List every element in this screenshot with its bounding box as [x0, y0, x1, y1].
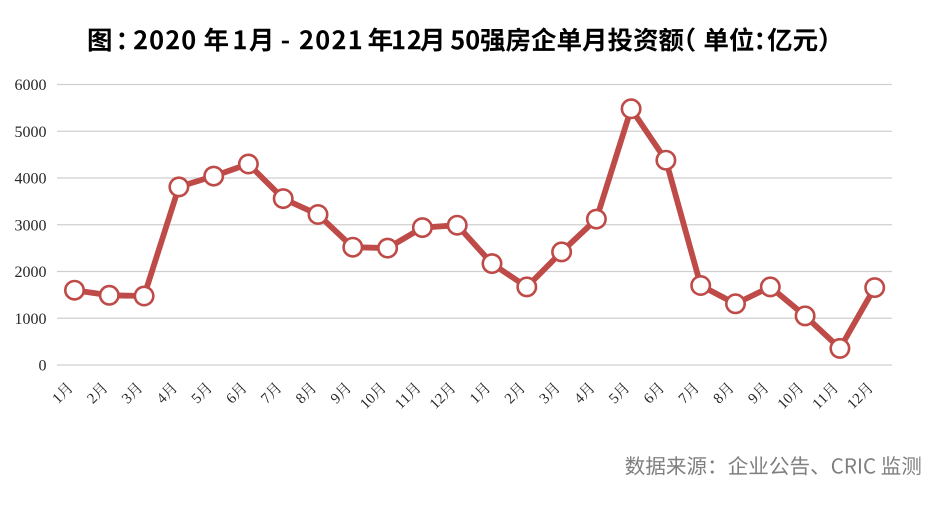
svg-text:6000: 6000 [15, 77, 47, 94]
svg-text:4000: 4000 [15, 171, 47, 188]
svg-text:3000: 3000 [15, 217, 47, 234]
svg-text:5000: 5000 [15, 124, 47, 141]
svg-text:0: 0 [39, 358, 47, 375]
svg-text:1000: 1000 [15, 311, 47, 328]
svg-text:2000: 2000 [15, 264, 47, 281]
